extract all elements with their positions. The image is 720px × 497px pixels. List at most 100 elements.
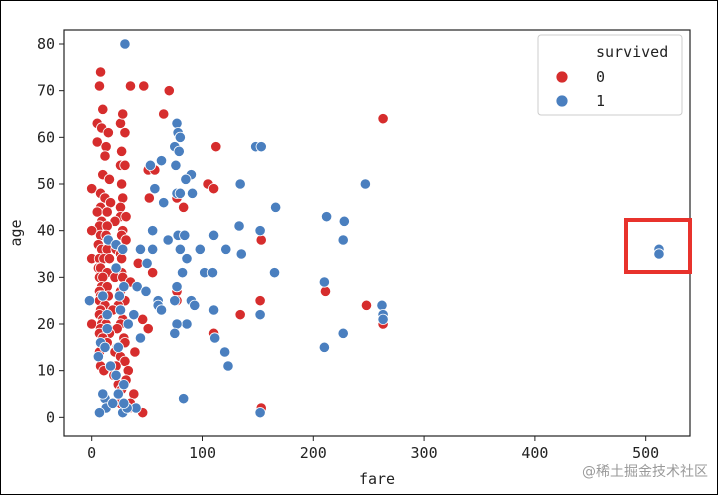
data-point-survived-0 (138, 80, 150, 92)
data-point-survived-0 (97, 103, 109, 115)
data-point-survived-1 (104, 360, 117, 372)
data-point-survived-1 (171, 318, 183, 330)
data-point-survived-0 (114, 117, 127, 129)
data-point-survived-1 (92, 351, 104, 363)
y-tick-label: 40 (37, 222, 55, 240)
data-point-survived-1 (254, 225, 266, 237)
data-point-survived-1 (110, 369, 122, 381)
data-point-survived-1 (320, 211, 333, 223)
data-point-survived-1 (147, 225, 159, 237)
data-point-survived-1 (194, 243, 206, 255)
y-tick-label: 60 (37, 128, 55, 146)
data-point-survived-0 (114, 201, 127, 213)
data-point-survived-1 (119, 38, 131, 50)
data-point-survived-0 (137, 313, 149, 325)
data-point-survived-0 (99, 150, 111, 162)
data-point-survived-0 (319, 285, 332, 297)
data-point-survived-1 (209, 332, 221, 344)
data-point-survived-1 (173, 145, 185, 157)
data-point-survived-0 (120, 211, 132, 223)
data-point-survived-1 (112, 341, 124, 353)
data-point-survived-1 (254, 407, 266, 419)
legend-box (537, 34, 683, 116)
data-point-survived-0 (207, 183, 220, 195)
data-point-survived-1 (359, 178, 371, 190)
x-tick-label: 300 (411, 444, 438, 462)
data-point-survived-1 (118, 281, 130, 293)
y-tick-label: 80 (37, 35, 55, 53)
highlight-box (624, 218, 692, 274)
data-point-survived-1 (174, 243, 186, 255)
data-point-survived-0 (129, 346, 141, 358)
data-point-survived-1 (128, 309, 140, 321)
data-point-survived-1 (169, 327, 181, 339)
data-point-survived-1 (112, 388, 124, 400)
data-point-survived-0 (142, 323, 154, 335)
data-point-survived-0 (124, 80, 137, 92)
data-point-survived-1 (97, 388, 109, 400)
data-point-survived-1 (337, 327, 349, 339)
data-point-survived-1 (220, 243, 232, 255)
data-point-survived-0 (86, 225, 98, 237)
data-point-survived-0 (116, 145, 128, 157)
data-point-survived-1 (93, 407, 106, 419)
y-tick-label: 10 (37, 362, 55, 380)
data-point-survived-0 (147, 267, 159, 279)
data-points (83, 38, 665, 419)
data-point-survived-0 (103, 173, 116, 185)
data-point-survived-1 (377, 313, 389, 325)
data-point-survived-0 (94, 66, 107, 78)
y-tick-label: 70 (37, 82, 55, 100)
data-point-survived-0 (178, 201, 190, 213)
data-point-survived-1 (83, 295, 96, 307)
data-point-survived-1 (134, 243, 147, 255)
data-point-survived-0 (210, 141, 222, 153)
y-tick-label: 50 (37, 175, 55, 193)
data-point-survived-1 (222, 360, 234, 372)
data-point-survived-0 (143, 192, 155, 204)
data-point-survived-1 (235, 248, 247, 260)
data-point-survived-1 (107, 397, 119, 409)
data-point-survived-0 (101, 206, 113, 218)
data-point-survived-1 (376, 299, 388, 311)
data-point-survived-1 (101, 309, 113, 321)
data-point-survived-1 (155, 304, 168, 316)
data-point-survived-1 (110, 262, 122, 274)
data-point-survived-1 (180, 173, 192, 185)
data-point-survived-1 (318, 276, 330, 288)
data-point-survived-1 (147, 243, 159, 255)
data-point-survived-1 (207, 304, 220, 316)
data-point-survived-0 (163, 85, 175, 97)
watermark: @稀土掘金技术社区 (582, 464, 708, 480)
data-point-survived-1 (174, 187, 186, 199)
data-point-survived-0 (117, 192, 129, 204)
data-point-survived-0 (120, 234, 132, 246)
data-point-survived-0 (158, 108, 170, 120)
data-point-survived-0 (119, 159, 131, 171)
data-point-survived-1 (171, 281, 183, 293)
data-point-survived-1 (114, 304, 127, 316)
x-tick-label: 200 (300, 444, 327, 462)
data-point-survived-1 (169, 295, 181, 307)
data-point-survived-1 (181, 253, 193, 265)
y-tick-label: 0 (46, 408, 55, 426)
data-point-survived-0 (103, 253, 116, 265)
data-point-survived-1 (170, 159, 182, 171)
data-point-survived-1 (178, 393, 190, 405)
data-point-survived-0 (93, 80, 106, 92)
data-point-survived-1 (219, 346, 231, 358)
data-point-survived-0 (104, 197, 117, 209)
y-tick-label: 30 (37, 268, 55, 286)
data-point-survived-1 (117, 243, 129, 255)
data-point-survived-0 (128, 388, 140, 400)
data-point-survived-0 (97, 271, 109, 283)
data-point-survived-1 (97, 290, 109, 302)
data-point-survived-0 (102, 127, 114, 139)
data-point-survived-0 (254, 295, 266, 307)
data-point-survived-1 (134, 332, 147, 344)
data-point-survived-0 (86, 183, 98, 195)
data-point-survived-1 (101, 323, 113, 335)
data-point-survived-1 (206, 267, 219, 279)
